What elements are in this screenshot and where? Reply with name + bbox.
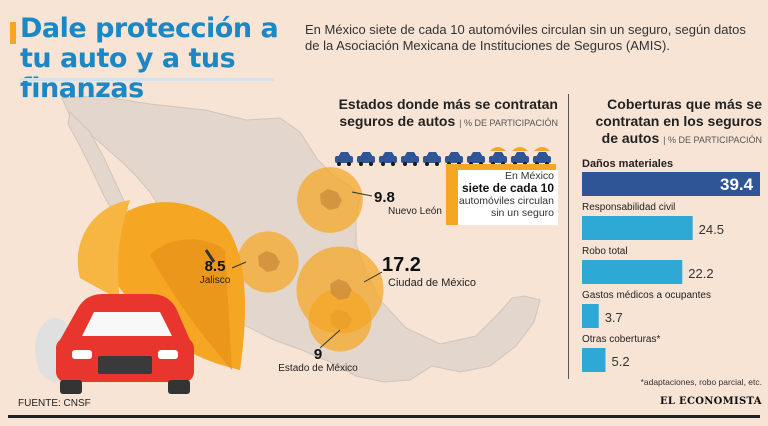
bottom-rule	[8, 415, 760, 418]
car-icon	[357, 152, 375, 166]
bubble-name-nuevo-leon: Nuevo León	[388, 206, 442, 217]
bubble-name-cdmx: Ciudad de México	[388, 277, 477, 289]
state-shape	[258, 251, 280, 272]
car-icon	[423, 152, 441, 166]
coverage-value: 39.4	[720, 175, 754, 194]
bubble-label-nuevo-leon: 9.8 Nuevo León	[374, 189, 442, 217]
bubble-name-jalisco: Jalisco	[199, 275, 231, 286]
leader-line	[231, 261, 247, 269]
callout-box	[458, 170, 558, 225]
callout-line-3: automóviles circulan	[458, 195, 554, 207]
title-accent-bar	[10, 22, 16, 44]
coverage-heading: Coberturas que más se contratan en los s…	[580, 96, 762, 149]
coverage-label: Robo total	[582, 246, 628, 257]
bubble-value-jalisco: 8.5	[204, 258, 226, 275]
coverage-bar	[582, 304, 599, 328]
panel-divider	[568, 94, 569, 379]
coverage-value: 5.2	[611, 354, 630, 369]
bubble-value-nuevo-leon: 9.8	[374, 189, 395, 206]
callout-line-2: siete de cada 10	[461, 181, 554, 195]
coverage-bar	[582, 216, 693, 240]
coverage-footnote: *adaptaciones, robo parcial, etc.	[640, 377, 762, 387]
coverage-bar	[582, 348, 606, 372]
leader-line	[351, 191, 373, 197]
state-shape	[330, 279, 352, 300]
leader-line	[319, 329, 341, 349]
brand-logo: EL ECONOMISTA	[660, 396, 762, 407]
state-shape	[320, 189, 342, 210]
coverage-bar	[582, 260, 683, 284]
bubble-value-cdmx: 17.2	[382, 254, 421, 276]
cars-pictogram	[335, 147, 551, 166]
states-heading-text: Estados donde más se contratan seguros d…	[338, 96, 558, 129]
leader-line	[363, 271, 383, 283]
umbrella-icon	[77, 200, 245, 370]
coverage-value: 24.5	[698, 222, 724, 237]
intro-text: En México siete de cada 10 automóviles c…	[305, 22, 746, 53]
callout-line-4: sin un seguro	[490, 207, 554, 219]
coverage-bars	[582, 172, 760, 372]
bubble-label-cdmx: 17.2 Ciudad de México	[382, 254, 476, 289]
coverage-label: Gastos médicos a ocupantes	[582, 290, 711, 301]
bubble-label-edomex: 9 Estado de México	[278, 346, 358, 374]
bubble-label-jalisco: 8.5 Jalisco	[194, 258, 236, 286]
car-icon	[445, 152, 463, 166]
states-heading-unit: | % DE PARTICIPACIÓN	[459, 118, 558, 128]
source-note: FUENTE: CNSF	[18, 398, 91, 409]
coverage-label: Otras coberturas*	[582, 334, 661, 345]
title-underline	[20, 78, 274, 81]
callout-text: En México siete de cada 10 automóviles c…	[452, 170, 554, 219]
page-title: Dale protección a tu auto y a tus finanz…	[20, 13, 279, 104]
coverage-heading-unit: | % DE PARTICIPACIÓN	[663, 135, 762, 145]
coverage-value: 22.2	[688, 266, 714, 281]
car-icon	[379, 152, 397, 166]
car-icon	[401, 152, 419, 166]
state-bubbles	[231, 167, 384, 352]
coverage-label: Daños materiales	[582, 158, 674, 170]
coverage-heading-text: Coberturas que más se contratan en los s…	[595, 96, 762, 146]
bubble-value-edomex: 9	[313, 346, 323, 363]
callout-line-1: En México	[504, 170, 554, 182]
coverage-bar	[582, 172, 760, 196]
coverage-label: Responsabilidad civil	[582, 202, 676, 213]
car-icon	[35, 294, 194, 394]
bubble-name-edomex: Estado de México	[278, 363, 358, 374]
coverage-value: 3.7	[604, 310, 623, 325]
states-heading: Estados donde más se contratan seguros d…	[300, 96, 558, 132]
car-icon	[335, 152, 353, 166]
